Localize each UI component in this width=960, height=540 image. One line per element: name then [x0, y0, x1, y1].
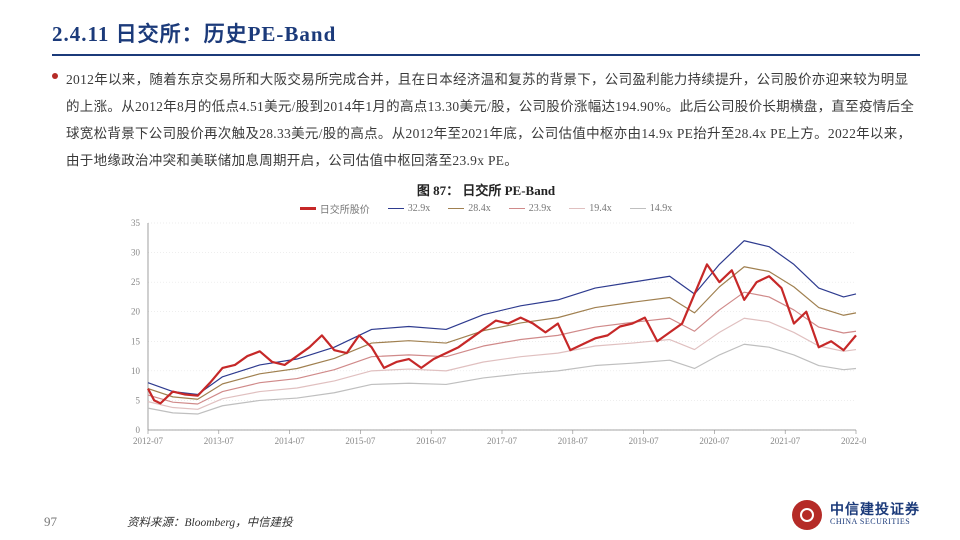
legend-item: 32.9x [388, 201, 431, 216]
page-footer: 97 资料来源：Bloomberg，中信建投 中信建投证券 CHINA SECU… [0, 500, 960, 530]
svg-text:2021-07: 2021-07 [770, 436, 800, 446]
svg-text:30: 30 [131, 248, 141, 258]
brand-logo-icon [792, 500, 822, 530]
svg-text:2016-07: 2016-07 [416, 436, 446, 446]
svg-text:2014-07: 2014-07 [275, 436, 305, 446]
svg-text:2018-07: 2018-07 [558, 436, 588, 446]
svg-text:5: 5 [136, 395, 141, 405]
svg-text:0: 0 [136, 425, 141, 435]
pe-band-chart: 0 5 10 15 20 25 30 35 2012-07 2013-07 2014-07 2015-… [106, 218, 866, 463]
data-source: 资料来源：Bloomberg，中信建投 [127, 514, 792, 530]
section-title: 日交所：历史PE-Band [116, 22, 337, 46]
section-number: 2.4.11 [52, 22, 109, 46]
chart-legend: 日交所股价 32.9x 28.4x 23.9x 19.4x 14.9x [52, 201, 920, 216]
body-text: 2012年以来，随着东京交易所和大阪交易所完成合并，且在日本经济温和复苏的背景下… [66, 66, 920, 174]
svg-text:35: 35 [131, 218, 141, 228]
bullet-paragraph: 2012年以来，随着东京交易所和大阪交易所完成合并，且在日本经济温和复苏的背景下… [52, 66, 920, 174]
legend-item: 28.4x [448, 201, 491, 216]
bullet-icon [52, 73, 58, 79]
svg-text:25: 25 [131, 277, 141, 287]
svg-text:20: 20 [131, 307, 141, 317]
svg-text:10: 10 [131, 366, 141, 376]
svg-text:2022-07: 2022-07 [841, 436, 866, 446]
svg-text:2013-07: 2013-07 [204, 436, 234, 446]
legend-item: 日交所股价 [300, 201, 370, 216]
section-header: 2.4.11 日交所：历史PE-Band [52, 18, 920, 56]
legend-item: 23.9x [509, 201, 552, 216]
brand-name-en: CHINA SECURITIES [830, 518, 920, 527]
svg-text:2015-07: 2015-07 [345, 436, 375, 446]
svg-text:2017-07: 2017-07 [487, 436, 517, 446]
brand-name-cn: 中信建投证券 [830, 503, 920, 518]
svg-text:2012-07: 2012-07 [133, 436, 163, 446]
svg-text:2019-07: 2019-07 [629, 436, 659, 446]
brand-block: 中信建投证券 CHINA SECURITIES [792, 500, 920, 530]
svg-text:15: 15 [131, 336, 141, 346]
page-number: 97 [44, 514, 57, 530]
legend-item: 19.4x [569, 201, 612, 216]
chart-title: 图 87： 日交所 PE-Band [52, 180, 920, 199]
legend-item: 14.9x [630, 201, 673, 216]
svg-text:2020-07: 2020-07 [699, 436, 729, 446]
